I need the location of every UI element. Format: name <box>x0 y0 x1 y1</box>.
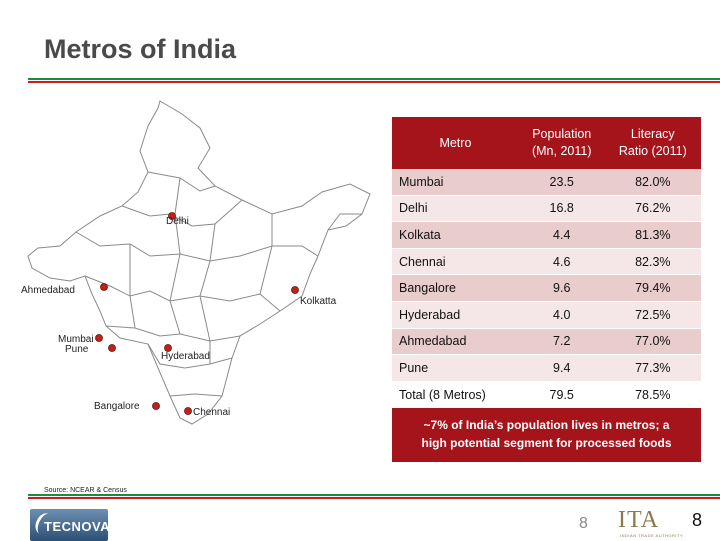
header-literacy-line1: Literacy <box>630 127 675 141</box>
cell-population: 16.8 <box>518 195 605 223</box>
cell-population: 4.4 <box>518 221 605 249</box>
city-ahmedabad: Ahmedabad <box>21 283 108 296</box>
city-label-delhi: Delhi <box>166 216 189 227</box>
table-row: Bangalore 9.6 79.4% <box>392 274 701 302</box>
city-hyderabad: Hyderabad <box>161 344 210 362</box>
callout-line1: ~7% of India’s population lives in metro… <box>423 418 670 432</box>
city-dot-icon <box>95 334 103 342</box>
table-row: Pune 9.4 77.3% <box>392 354 701 382</box>
city-chennai: Chennai <box>184 407 230 418</box>
city-label-pune: Pune <box>65 344 89 355</box>
tecnova-logo: TECNOVA <box>30 509 111 541</box>
source-note: Source: NCEAR & Census <box>44 487 127 494</box>
metros-table: Metro Population (Mn, 2011) Literacy Rat… <box>392 117 701 409</box>
cell-metro: Kolkata <box>392 221 519 249</box>
bottom-divider-stripe <box>28 494 720 499</box>
ita-logo: ITA INDIAN TRADE AUTHORITY <box>618 507 688 540</box>
cell-metro: Ahmedabad <box>392 328 519 356</box>
top-divider-stripe <box>28 78 720 83</box>
header-population-line2: (Mn, 2011) <box>531 144 592 158</box>
city-dot-icon <box>100 283 108 291</box>
ita-tagline: INDIAN TRADE AUTHORITY <box>620 533 684 538</box>
slide-number-faint: 8 <box>579 515 588 532</box>
city-dot-icon <box>184 407 192 415</box>
city-label-mumbai: Mumbai <box>58 334 94 345</box>
cell-literacy: 77.3% <box>604 354 701 382</box>
cell-population: 9.4 <box>518 354 605 382</box>
table-total-row: Total (8 Metros) 79.5 78.5% <box>392 381 701 409</box>
cell-population: 4.0 <box>518 301 605 329</box>
header-metro: Metro <box>392 117 519 169</box>
slide-title: Metros of India <box>44 34 237 64</box>
cell-metro: Total (8 Metros) <box>392 381 519 409</box>
cell-literacy: 72.5% <box>604 301 701 329</box>
callout-line2: high potential segment for processed foo… <box>421 436 672 450</box>
cell-metro: Pune <box>392 354 519 382</box>
city-pune: Pune <box>65 344 116 355</box>
india-map: Delhi Ahmedabad Kolkatta Mumbai Pune Hyd… <box>21 100 371 425</box>
cell-literacy: 77.0% <box>604 328 701 356</box>
city-mumbai: Mumbai <box>58 334 103 345</box>
table-row: Chennai 4.6 82.3% <box>392 248 701 276</box>
table-row: Mumbai 23.5 82.0% <box>392 169 701 196</box>
cell-literacy: 82.3% <box>604 248 701 276</box>
table-row: Hyderabad 4.0 72.5% <box>392 301 701 329</box>
city-label-ahmedabad: Ahmedabad <box>21 285 75 296</box>
table-row: Kolkata 4.4 81.3% <box>392 221 701 249</box>
city-bangalore: Bangalore <box>94 401 160 412</box>
city-label-hyderabad: Hyderabad <box>161 351 210 362</box>
cell-metro: Hyderabad <box>392 301 519 329</box>
cell-population: 7.2 <box>518 328 605 356</box>
city-kolkatta: Kolkatta <box>291 286 337 307</box>
slide-footer: TECNOVA 8 ITA INDIAN TRADE AUTHORITY 8 <box>0 503 720 541</box>
ita-logo-text: ITA <box>618 507 660 533</box>
cell-literacy: 78.5% <box>604 381 701 409</box>
city-dot-icon <box>291 286 299 294</box>
city-label-chennai: Chennai <box>193 407 230 418</box>
table-header-row: Metro Population (Mn, 2011) Literacy Rat… <box>392 117 701 169</box>
city-dot-icon <box>168 212 176 220</box>
cell-metro: Delhi <box>392 195 519 223</box>
cell-population: 9.6 <box>518 274 605 302</box>
cell-literacy: 81.3% <box>604 221 701 249</box>
cell-literacy: 76.2% <box>604 195 701 223</box>
table-row: Delhi 16.8 76.2% <box>392 195 701 223</box>
table-row: Ahmedabad 7.2 77.0% <box>392 328 701 356</box>
city-dot-icon <box>108 344 116 352</box>
cell-metro: Bangalore <box>392 274 519 302</box>
city-label-kolkatta: Kolkatta <box>300 296 337 307</box>
slide-number: 8 <box>692 510 703 530</box>
city-label-bangalore: Bangalore <box>94 401 140 412</box>
india-outline <box>27 100 371 425</box>
key-insight-callout: ~7% of India’s population lives in metro… <box>392 408 701 462</box>
header-literacy-line2: Ratio (2011) <box>618 144 687 158</box>
cell-population: 79.5 <box>518 381 605 409</box>
city-dot-icon <box>152 402 160 410</box>
header-population: Population (Mn, 2011) <box>518 117 605 169</box>
cell-literacy: 82.0% <box>604 169 701 196</box>
cell-literacy: 79.4% <box>604 274 701 302</box>
cell-population: 4.6 <box>518 248 605 276</box>
city-delhi: Delhi <box>166 212 189 227</box>
cell-population: 23.5 <box>518 169 605 196</box>
city-dot-icon <box>164 344 172 352</box>
header-literacy: Literacy Ratio (2011) <box>604 117 701 169</box>
cell-metro: Chennai <box>392 248 519 276</box>
cell-metro: Mumbai <box>392 169 519 196</box>
header-population-line1: Population <box>532 127 592 141</box>
tecnova-logo-text: TECNOVA <box>44 519 111 534</box>
